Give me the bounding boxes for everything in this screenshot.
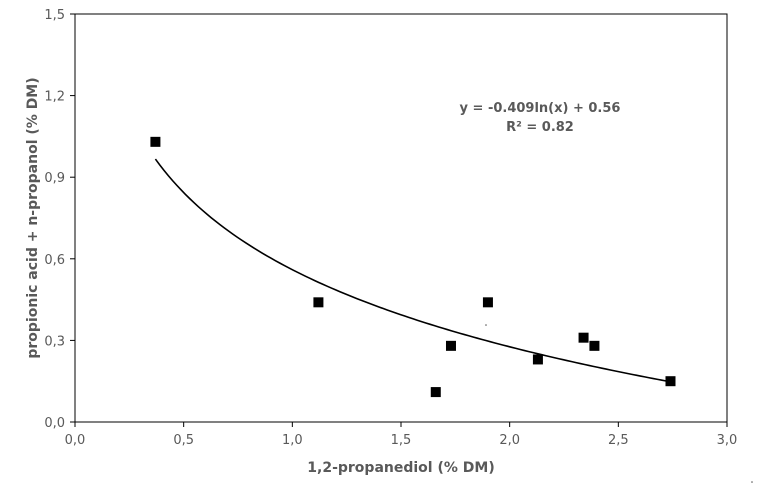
x-axis-title: 1,2-propanediol (% DM) [307, 460, 494, 476]
x-tick-label: 1,0 [282, 433, 303, 448]
data-point [482, 297, 493, 308]
x-tick-label: 1,5 [391, 433, 412, 448]
stray-dot [485, 324, 487, 326]
data-point [430, 387, 441, 398]
y-axis-title: propionic acid + n-propanol (% DM) [25, 77, 41, 358]
corner-dot [751, 481, 753, 483]
y-tick-label: 0,6 [44, 253, 65, 268]
data-point [150, 136, 161, 147]
trendline-layer [154, 158, 671, 383]
data-point [532, 354, 543, 365]
data-point [578, 332, 589, 343]
y-tick-label: 1,2 [44, 90, 65, 105]
y-tick-label: 0,9 [44, 171, 65, 186]
y-tick-label: 0,0 [44, 416, 65, 431]
data-point [665, 376, 676, 387]
points-layer [150, 136, 676, 398]
trendline-equation: y = -0.409ln(x) + 0.56 [460, 101, 621, 116]
y-tick-label: 1,5 [44, 8, 65, 23]
r-squared-label: R² = 0.82 [506, 120, 574, 135]
plot-frame [74, 13, 728, 423]
x-tick-label: 0,0 [65, 433, 86, 448]
x-tick-label: 2,5 [608, 433, 629, 448]
x-tick-label: 2,0 [499, 433, 520, 448]
data-point [589, 340, 600, 351]
data-point [445, 340, 456, 351]
y-tick-label: 0,3 [44, 334, 65, 349]
ticks-layer: 0,0 0,5 1,0 1,5 2,0 2,5 3,0 0,0 0,3 0,6 0,9 1,2 1,5 [44, 8, 737, 448]
x-tick-label: 0,5 [173, 433, 194, 448]
data-point [313, 297, 324, 308]
plot-area [74, 13, 728, 423]
trendline [154, 158, 671, 383]
x-tick-label: 3,0 [717, 433, 738, 448]
